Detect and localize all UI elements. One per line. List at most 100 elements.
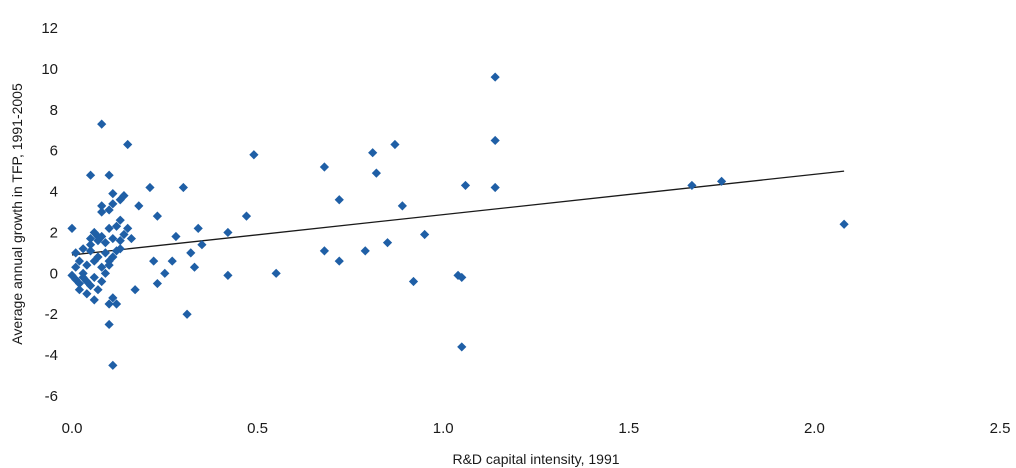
x-tick-label: 1.5: [618, 420, 639, 437]
data-point: [89, 295, 99, 305]
data-point: [126, 233, 136, 244]
data-point: [111, 221, 122, 231]
data-point: [249, 150, 259, 160]
data-point: [397, 201, 407, 211]
data-point: [100, 238, 111, 248]
data-point: [104, 205, 114, 215]
data-point: [89, 256, 99, 266]
data-point: [71, 262, 81, 272]
data-point: [74, 256, 85, 266]
data-point: [457, 342, 467, 352]
data-point: [319, 246, 330, 256]
trend-line: [71, 170, 845, 256]
data-point: [382, 238, 393, 248]
data-point: [490, 182, 500, 193]
data-point: [104, 319, 114, 330]
data-point: [115, 236, 125, 246]
data-point: [104, 299, 114, 309]
data-point: [111, 299, 122, 309]
data-point: [171, 231, 181, 242]
x-tick-label: 2.5: [990, 420, 1011, 437]
data-point: [82, 260, 92, 270]
y-tick-label: 2: [50, 224, 58, 241]
data-point: [108, 189, 118, 199]
data-point: [130, 285, 140, 295]
data-point: [490, 135, 500, 146]
data-point: [334, 195, 344, 205]
data-point: [104, 170, 114, 180]
data-point: [71, 248, 81, 258]
data-point: [319, 162, 330, 172]
data-point: [123, 139, 133, 150]
data-point: [93, 252, 103, 262]
data-point: [453, 270, 463, 280]
data-point: [223, 227, 233, 238]
data-point: [82, 289, 92, 299]
data-point: [108, 360, 118, 370]
data-point: [149, 256, 159, 266]
data-point: [108, 252, 118, 262]
y-tick-label: -4: [45, 347, 58, 364]
data-point: [368, 148, 378, 158]
data-point: [334, 256, 344, 266]
x-tick-label: 0.0: [62, 420, 83, 437]
y-tick-label: 0: [50, 265, 58, 282]
data-point: [93, 285, 103, 295]
data-point: [178, 182, 188, 193]
y-tick-label: 10: [41, 61, 58, 78]
data-point: [145, 182, 155, 193]
data-point: [85, 240, 96, 250]
data-point: [97, 276, 107, 287]
x-tick-label: 2.0: [804, 420, 825, 437]
data-point: [241, 211, 252, 221]
data-point: [223, 270, 233, 280]
data-point: [97, 262, 107, 272]
data-point: [152, 211, 162, 221]
data-point: [67, 270, 77, 280]
data-point: [408, 276, 419, 287]
x-axis-title: R&D capital intensity, 1991: [452, 451, 619, 467]
data-point: [108, 293, 118, 303]
data-point: [115, 215, 125, 225]
data-point: [85, 246, 96, 256]
x-tick-labels: 0.0 0.5 1.0 1.5 2.0 2.5: [62, 420, 1011, 437]
data-point: [186, 248, 196, 258]
data-point: [104, 260, 114, 270]
data-point: [390, 139, 400, 150]
y-tick-labels: -6 -4 -2 0 2 4 6 8 10 12: [41, 20, 58, 405]
data-point: [97, 119, 107, 129]
data-point: [490, 72, 500, 82]
data-point: [74, 285, 85, 295]
data-point: [123, 223, 133, 233]
data-point: [371, 168, 381, 178]
data-point: [160, 268, 170, 278]
data-point: [193, 223, 203, 233]
data-point: [108, 233, 118, 244]
data-point: [108, 199, 118, 209]
x-tick-label: 0.5: [247, 420, 268, 437]
y-tick-label: 6: [50, 143, 58, 160]
data-point: [78, 244, 88, 254]
data-point: [152, 278, 162, 289]
data-point: [97, 231, 107, 242]
data-point: [717, 176, 727, 186]
data-point: [167, 256, 177, 266]
data-point: [687, 180, 697, 191]
y-tick-label: -2: [45, 306, 58, 323]
data-point: [119, 191, 129, 201]
y-tick-label: 12: [41, 20, 58, 37]
data-point: [100, 248, 111, 258]
y-tick-label: -6: [45, 388, 58, 405]
x-tick-label: 1.0: [433, 420, 454, 437]
data-point: [420, 229, 430, 240]
data-point: [85, 233, 96, 244]
data-point: [78, 272, 88, 283]
data-point: [197, 240, 207, 250]
data-point: [115, 244, 125, 254]
data-point: [85, 170, 96, 180]
data-point: [839, 219, 849, 229]
data-point: [74, 278, 85, 289]
data-point: [89, 272, 99, 283]
data-point: [100, 268, 111, 278]
